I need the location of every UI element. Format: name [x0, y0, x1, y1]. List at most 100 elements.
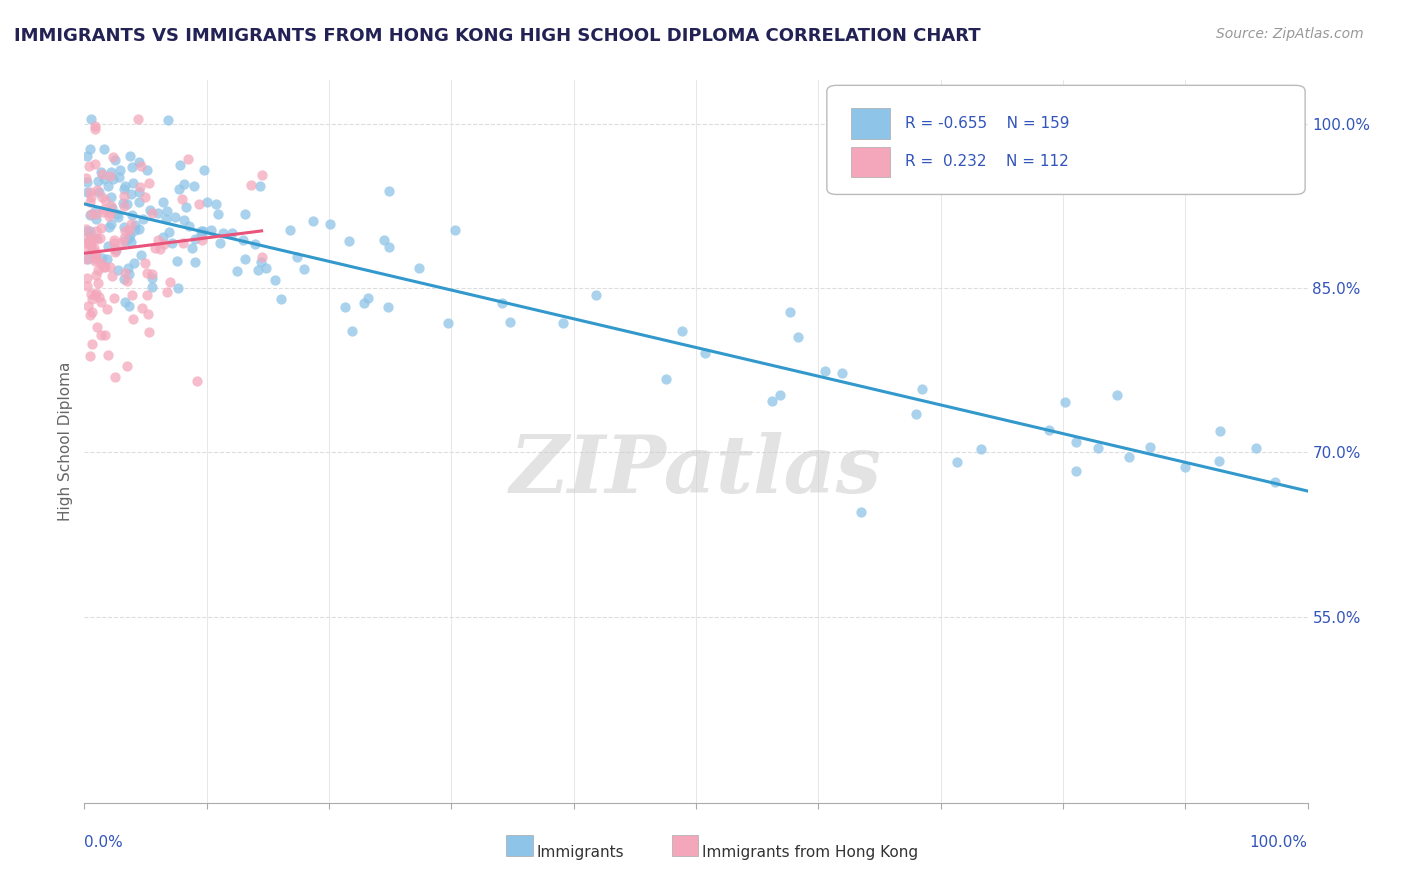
- Point: [98, 206, 121, 220]
- Point: [105, 243, 128, 257]
- Point: [141, 206, 163, 220]
- Point: [188, 197, 211, 211]
- Point: [90, 328, 112, 343]
- Point: [97, 349, 120, 363]
- Point: [115, 274, 138, 288]
- Point: [499, 315, 522, 329]
- Point: [1264, 475, 1286, 489]
- Point: [76, 185, 98, 199]
- Point: [83, 288, 105, 302]
- Point: [82, 305, 104, 319]
- Point: [135, 266, 157, 280]
- Point: [671, 324, 693, 338]
- Point: [191, 224, 214, 238]
- Point: [104, 245, 127, 260]
- Text: 100.0%: 100.0%: [1250, 835, 1308, 850]
- Point: [86, 320, 108, 334]
- Point: [80, 207, 103, 221]
- Point: [156, 285, 179, 299]
- Point: [1105, 388, 1128, 402]
- Point: [200, 223, 222, 237]
- Point: [131, 301, 153, 316]
- Point: [138, 176, 160, 190]
- Point: [553, 316, 575, 330]
- Point: [90, 294, 112, 309]
- Point: [124, 222, 146, 236]
- Text: 0.0%: 0.0%: [84, 835, 124, 850]
- Point: [156, 203, 179, 218]
- Point: [83, 248, 105, 262]
- Point: [79, 224, 101, 238]
- Point: [97, 178, 120, 193]
- Point: [112, 195, 135, 210]
- Point: [87, 185, 110, 199]
- Point: [94, 328, 117, 343]
- Point: [128, 180, 150, 194]
- Point: [340, 325, 363, 339]
- Point: [779, 305, 801, 319]
- Point: [93, 142, 115, 156]
- Point: [319, 217, 342, 231]
- Point: [128, 195, 150, 210]
- Text: Immigrants: Immigrants: [537, 845, 624, 860]
- Point: [120, 235, 142, 249]
- Point: [270, 292, 292, 306]
- Point: [204, 197, 226, 211]
- Point: [226, 264, 249, 278]
- Point: [82, 293, 104, 307]
- Point: [76, 224, 98, 238]
- Point: [112, 189, 135, 203]
- Point: [103, 233, 125, 247]
- Point: [437, 316, 460, 330]
- Text: ZIPatlas: ZIPatlas: [510, 432, 882, 509]
- Point: [101, 171, 124, 186]
- Point: [77, 252, 100, 266]
- Point: [249, 178, 271, 193]
- Point: [491, 296, 513, 310]
- Point: [90, 256, 112, 270]
- Point: [96, 252, 118, 267]
- Point: [170, 193, 193, 207]
- Point: [91, 252, 114, 266]
- Point: [1064, 435, 1087, 450]
- Point: [134, 256, 156, 270]
- Point: [905, 407, 928, 421]
- Point: [174, 200, 197, 214]
- Point: [139, 203, 162, 218]
- Point: [76, 278, 98, 293]
- Point: [183, 178, 205, 193]
- Point: [250, 168, 273, 182]
- Point: [207, 207, 229, 221]
- Point: [377, 184, 399, 198]
- Point: [80, 234, 103, 248]
- Bar: [506, 835, 533, 855]
- Point: [173, 178, 195, 192]
- Point: [761, 394, 783, 409]
- Point: [155, 211, 177, 226]
- Point: [97, 239, 120, 253]
- Point: [90, 190, 112, 204]
- Point: [114, 266, 136, 280]
- Point: [208, 235, 231, 250]
- Point: [100, 165, 122, 179]
- Point: [75, 252, 97, 266]
- Point: [294, 261, 316, 276]
- Point: [169, 158, 191, 172]
- Point: [79, 308, 101, 322]
- Point: [141, 280, 163, 294]
- Bar: [851, 109, 890, 139]
- Point: [112, 220, 135, 235]
- Point: [190, 224, 212, 238]
- Point: [107, 262, 129, 277]
- Point: [337, 235, 360, 249]
- Point: [443, 223, 465, 237]
- Point: [166, 253, 188, 268]
- Point: [76, 242, 98, 256]
- Point: [831, 366, 853, 380]
- FancyBboxPatch shape: [827, 86, 1305, 194]
- Point: [152, 230, 174, 244]
- Point: [232, 233, 254, 247]
- Point: [240, 178, 263, 193]
- Point: [112, 182, 135, 196]
- Point: [278, 223, 301, 237]
